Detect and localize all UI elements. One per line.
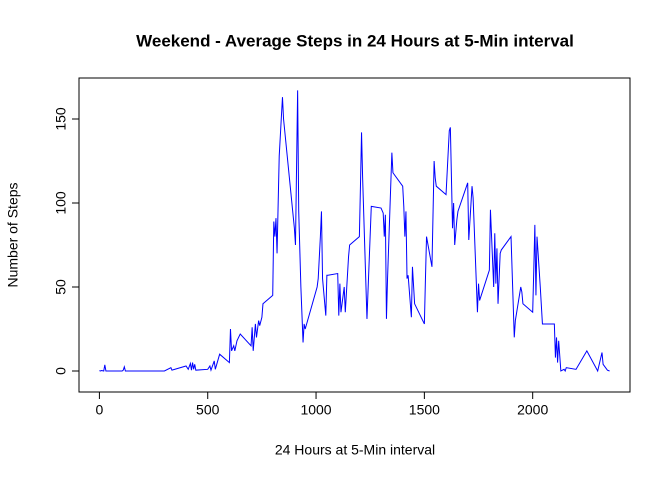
x-tick-label: 0 <box>96 402 104 418</box>
x-tick-label: 2000 <box>517 402 548 418</box>
plot-box <box>78 77 631 393</box>
x-tick-label: 1500 <box>409 402 440 418</box>
y-tick-label: 100 <box>53 191 69 215</box>
y-tick-label: 50 <box>53 279 69 295</box>
chart-title: Weekend - Average Steps in 24 Hours at 5… <box>136 31 574 50</box>
x-axis-label: 24 Hours at 5-Min interval <box>275 442 435 458</box>
y-axis-label: Number of Steps <box>5 182 21 287</box>
x-tick-label: 1000 <box>300 402 331 418</box>
y-tick-label: 150 <box>53 107 69 131</box>
data-line <box>99 90 610 373</box>
y-tick-label: 0 <box>53 367 69 375</box>
x-tick-label: 500 <box>196 402 220 418</box>
